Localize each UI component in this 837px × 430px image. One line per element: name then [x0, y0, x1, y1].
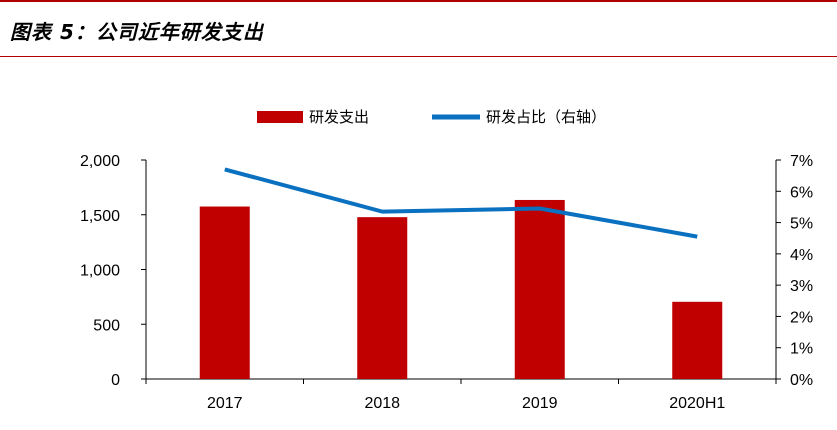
figure-header: 图表 5：公司近年研发支出 [0, 0, 837, 58]
left-axis-tick-label: 1,500 [80, 208, 120, 225]
x-axis-label-2017: 2017 [207, 395, 243, 412]
bar-2020H1 [672, 301, 723, 379]
right-axis-tick-label: 7% [790, 153, 813, 170]
right-axis-tick-label: 1% [790, 341, 813, 358]
x-axis-labels: 2017 2018 2019 2020H1 [207, 395, 725, 412]
right-axis-tick-label: 4% [790, 247, 813, 264]
ratio-line [224, 167, 698, 239]
x-axis-label-2020H1: 2020H1 [669, 395, 725, 412]
right-axis-tick-label: 5% [790, 216, 813, 233]
legend-line-label: 研发占比（右轴） [486, 108, 606, 126]
left-axis-tick-label: 500 [93, 317, 120, 334]
right-axis-tick-label: 2% [790, 309, 813, 326]
left-axis-tick-label: 0 [111, 372, 120, 389]
legend: 研发支出 研发占比（右轴） [257, 108, 606, 126]
bar-2019 [514, 199, 565, 379]
bar-2017 [199, 206, 250, 379]
right-axis-tick-label: 6% [790, 184, 813, 201]
figure-title: 图表 5：公司近年研发支出 [10, 20, 264, 44]
bar-series [199, 199, 723, 379]
legend-bar-label: 研发支出 [309, 108, 369, 126]
header-bottom-rule [0, 56, 837, 57]
legend-bar-swatch [257, 111, 303, 123]
axes: 0 500 1,000 1,500 2,000 0% 1% 2% 3% 4% 5% 6% 7% [80, 153, 813, 389]
x-axis-label-2018: 2018 [364, 395, 400, 412]
bar-2018 [357, 217, 408, 379]
x-axis-label-2019: 2019 [522, 395, 558, 412]
right-axis-tick-label: 0% [790, 372, 813, 389]
left-axis-tick-label: 1,000 [80, 263, 120, 280]
header-top-rule [0, 0, 837, 2]
line-series [224, 167, 698, 239]
right-axis-tick-label: 3% [790, 278, 813, 295]
left-axis-tick-label: 2,000 [80, 153, 120, 170]
